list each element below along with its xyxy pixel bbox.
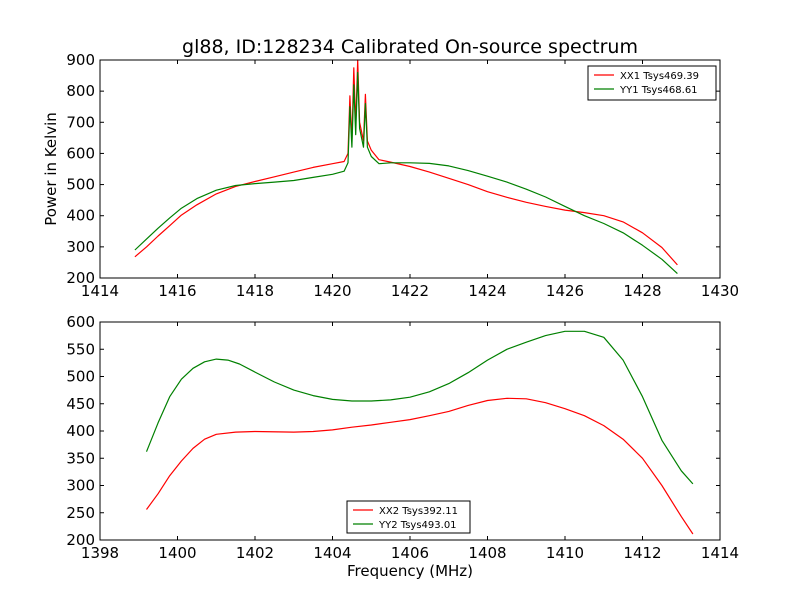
legend-label: XX1 Tsys469.39: [620, 71, 699, 82]
series-line-1: [134, 59, 678, 266]
x-tick-label: 1412: [623, 544, 661, 562]
y-tick-label: 350: [66, 449, 95, 467]
x-tick-label: 1402: [236, 544, 274, 562]
x-tick-label: 1406: [391, 544, 429, 562]
y-tick-label: 600: [66, 144, 95, 162]
bottom-plot: 1398 1400 1402 1404 1406 1408 1410 1412 1414 200 2…: [66, 313, 739, 562]
y-tick-label: 900: [66, 51, 95, 69]
x-tick-label: 1414: [701, 544, 739, 562]
y-tick-label: 550: [66, 340, 95, 358]
x-tick-label: 1410: [546, 544, 584, 562]
x-tick-label: 1430: [701, 282, 739, 300]
x-tick-label: 1418: [236, 282, 274, 300]
x-tick-label: 1404: [313, 544, 351, 562]
x-tick-label: 1408: [468, 544, 506, 562]
legend-box: [346, 500, 471, 534]
top-plot: 1414 1416 1418 1420 1422 1424 1426 1428 1430 200 3…: [66, 51, 739, 300]
y-tick-label: 400: [66, 422, 95, 440]
x-tick-label: 1422: [391, 282, 429, 300]
x-tick-label: 1400: [158, 544, 196, 562]
y-tick-label: 200: [66, 531, 95, 549]
x-tick-label: 1398: [81, 544, 119, 562]
series-line-2: [134, 71, 678, 275]
y-tick-label: 500: [66, 368, 95, 386]
x-tick-label: 1420: [313, 282, 351, 300]
chart-title: gl88, ID:128234 Calibrated On-source spe…: [182, 36, 638, 58]
series-line-1: [146, 397, 694, 535]
y-tick-label: 200: [66, 269, 95, 287]
legend-box: [587, 65, 717, 101]
y-tick-label: 400: [66, 207, 95, 225]
legend-label: XX2 Tsys392.11: [379, 506, 458, 517]
y-tick-label: 300: [66, 477, 95, 495]
x-tick-label: 1426: [546, 282, 584, 300]
series-line-2: [145, 330, 694, 485]
x-tick-label: 1428: [623, 282, 661, 300]
y-tick-label: 800: [66, 82, 95, 100]
x-axis-label: Frequency (MHz): [347, 562, 473, 580]
legend-label: YY2 Tsys493.01: [378, 520, 457, 531]
y-tick-label: 300: [66, 238, 95, 256]
y-tick-label: 450: [66, 395, 95, 413]
x-tick-label: 1424: [468, 282, 506, 300]
legend-label: YY1 Tsys468.61: [619, 85, 698, 96]
y-tick-label: 600: [66, 313, 95, 331]
x-tick-label: 1416: [158, 282, 196, 300]
legend: XX2 Tsys392.11 YY2 Tsys493.01: [346, 500, 471, 534]
y-axis-label: Power in Kelvin: [42, 112, 60, 226]
x-tick-label: 1414: [81, 282, 119, 300]
y-tick-label: 500: [66, 176, 95, 194]
legend: XX1 Tsys469.39 YY1 Tsys468.61: [587, 65, 717, 101]
y-tick-label: 250: [66, 504, 95, 522]
y-tick-label: 700: [66, 113, 95, 131]
